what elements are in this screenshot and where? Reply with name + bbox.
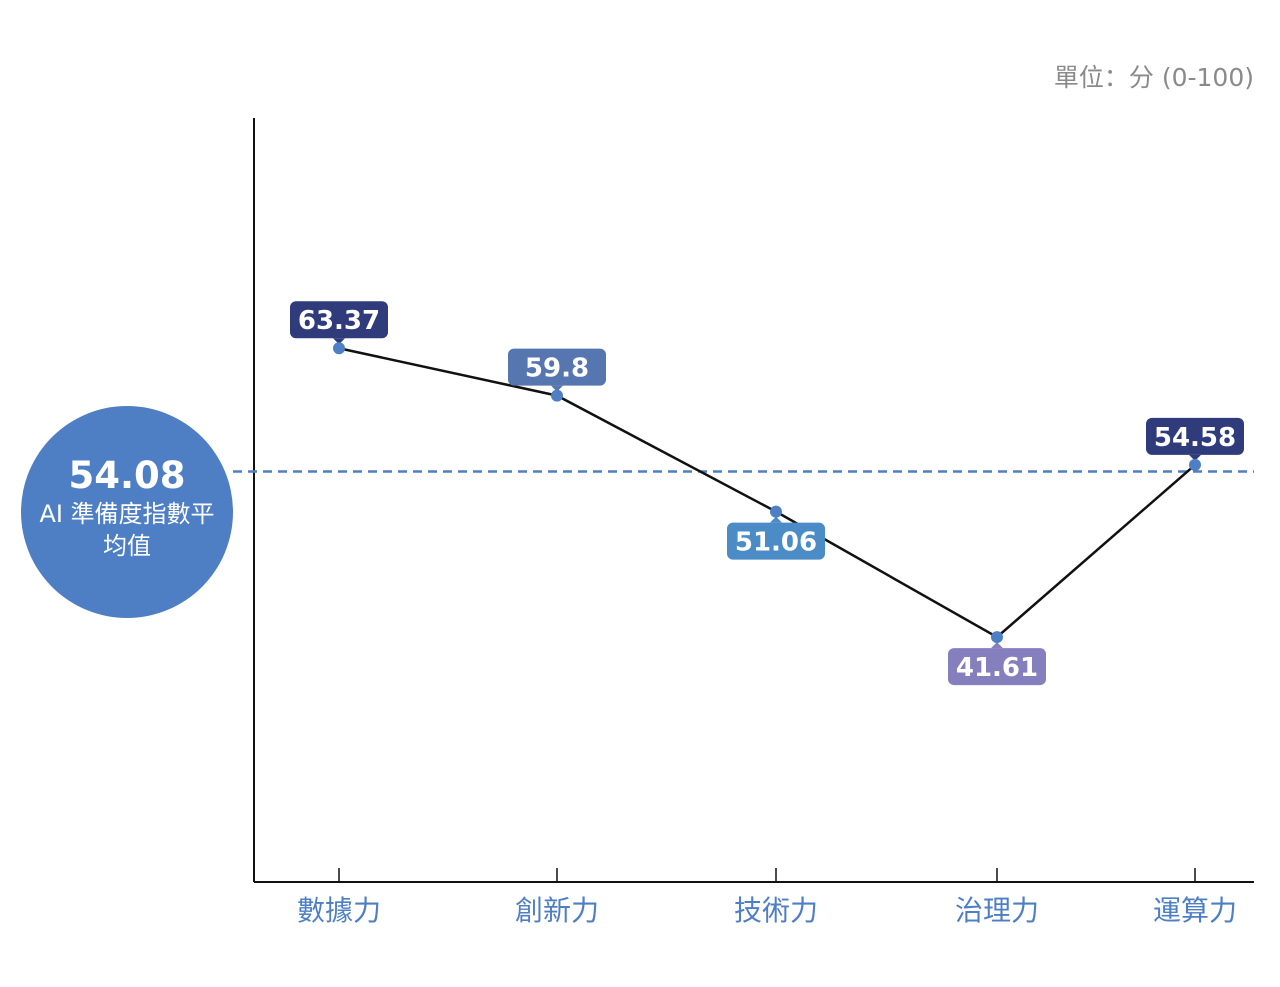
data-point — [991, 631, 1003, 644]
data-point — [333, 342, 345, 355]
x-tick-label: 數據力 — [297, 894, 381, 927]
data-label: 59.8 — [525, 354, 589, 384]
data-label-pointer — [770, 516, 782, 523]
data-label: 63.37 — [298, 306, 380, 336]
data-label-box — [1146, 417, 1244, 455]
average-value: 54.08 — [68, 454, 186, 497]
x-tick-label: 創新力 — [515, 894, 599, 927]
data-label-pointer — [1189, 454, 1201, 461]
data-point — [1189, 458, 1201, 471]
data-label-box — [727, 522, 825, 560]
data-point — [551, 389, 563, 402]
data-label: 51.06 — [735, 528, 817, 558]
unit-label: 單位：分 (0-100) — [1053, 63, 1254, 92]
data-label-box — [290, 301, 388, 339]
data-label-pointer — [333, 338, 345, 345]
data-label-pointer — [551, 385, 563, 392]
average-label: AI 準備度指數平均值 — [39, 500, 215, 560]
data-label-box — [948, 648, 1046, 686]
data-label-box — [508, 348, 606, 386]
x-tick-label: 運算力 — [1153, 894, 1237, 927]
x-tick-label: 治理力 — [955, 894, 1039, 927]
data-label: 54.58 — [1154, 423, 1236, 453]
series-line — [338, 347, 1196, 639]
x-tick-label: 技術力 — [734, 894, 818, 927]
data-label-pointer — [991, 642, 1003, 649]
average-badge: 54.08 AI 準備度指數平均值 — [21, 406, 233, 618]
data-point — [770, 505, 782, 518]
data-label: 41.61 — [956, 653, 1038, 683]
